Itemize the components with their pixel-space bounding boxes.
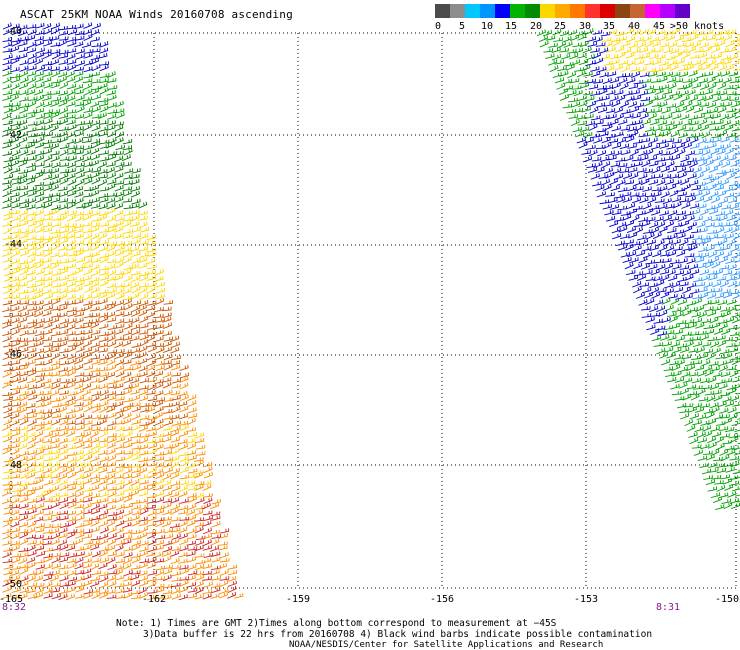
lat-label-42: -42	[4, 130, 23, 141]
scale-tick-label: 25	[553, 21, 567, 32]
scale-swatch	[450, 4, 465, 18]
lon-label-156: -156	[429, 594, 455, 605]
scale-tick-label: 15	[504, 21, 518, 32]
scale-tick-label: 35	[602, 21, 616, 32]
scale-tick-label: 0	[434, 21, 442, 32]
scale-tick-label: 30	[578, 21, 592, 32]
lon-label-165: -165	[0, 594, 24, 605]
lat-label-48: -48	[4, 460, 23, 471]
lon-label-162: -162	[141, 594, 167, 605]
lon-label-150: -150	[714, 594, 740, 605]
scale-swatch	[645, 4, 660, 18]
scale-tick-label: 20	[529, 21, 543, 32]
scale-swatch	[435, 4, 450, 18]
pass-time-left: 8:32	[2, 602, 27, 613]
scale-swatch	[510, 4, 525, 18]
scale-swatch	[600, 4, 615, 18]
note-line-3: NOAA/NESDIS/Center for Satellite Applica…	[289, 640, 604, 650]
scale-swatch	[615, 4, 630, 18]
lat-label-50: -50	[4, 579, 23, 590]
scale-swatch	[525, 4, 540, 18]
pass-time-right: 8:31	[656, 602, 681, 613]
scale-swatch	[675, 4, 690, 18]
scale-tick-label: 10	[480, 21, 494, 32]
scale-swatch	[540, 4, 555, 18]
scale-swatch	[570, 4, 585, 18]
scale-swatch	[555, 4, 570, 18]
scale-tick-label: 5	[458, 21, 466, 32]
lat-label-44: -44	[4, 239, 23, 250]
scale-tick-label: 40	[627, 21, 641, 32]
lat-label-46: -46	[4, 349, 23, 360]
scale-swatch	[465, 4, 480, 18]
note-line-2: 3)Data buffer is 22 hrs from 20160708 4)…	[143, 629, 653, 640]
scale-tick-label: 45	[652, 21, 666, 32]
map-title: ASCAT 25KM NOAA Winds 20160708 ascending	[20, 8, 293, 21]
scale-swatch	[660, 4, 675, 18]
lon-label-159: -159	[285, 594, 311, 605]
note-line-1: Note: 1) Times are GMT 2)Times along bot…	[116, 618, 557, 629]
scale-swatch	[480, 4, 495, 18]
lat-label-40: -40	[4, 26, 23, 37]
wind-barbs	[1, 22, 740, 601]
scale-swatch	[585, 4, 600, 18]
scale-tick-label: >50 knots	[669, 21, 725, 32]
lon-label-153: -153	[573, 594, 599, 605]
scale-swatch	[630, 4, 645, 18]
scale-swatch	[495, 4, 510, 18]
